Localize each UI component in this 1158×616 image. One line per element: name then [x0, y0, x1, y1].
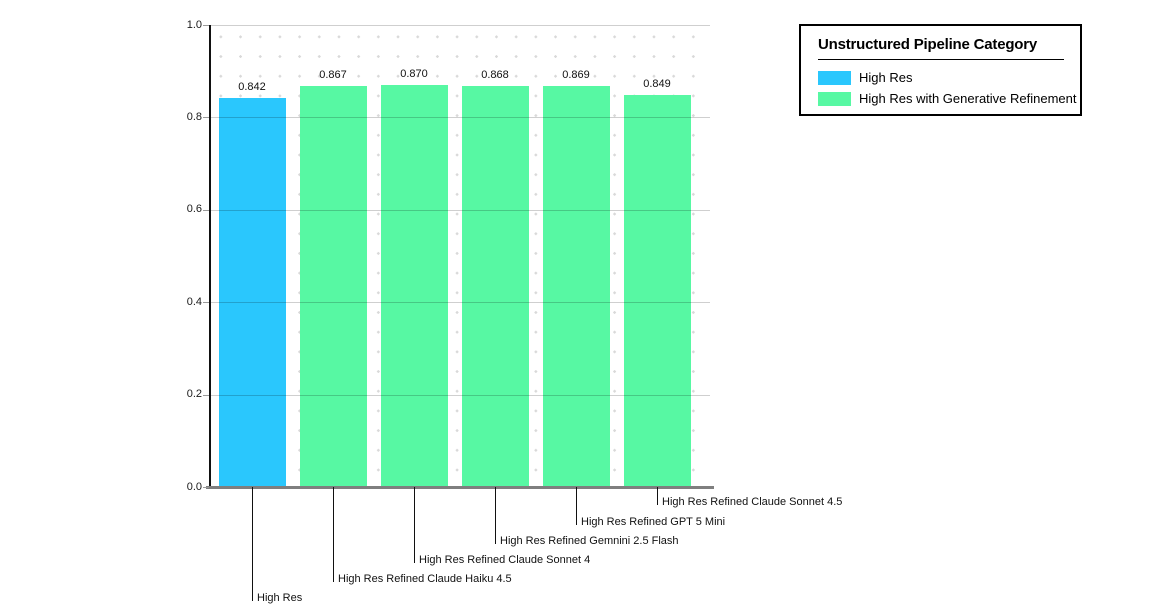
y-tick-mark: [203, 487, 209, 488]
legend-item-0: High Res: [818, 71, 1068, 85]
legend-item-label: High Res with Generative Refinement: [859, 91, 1077, 106]
category-label: High Res Refined Claude Sonnet 4.5: [662, 496, 843, 508]
y-tick-mark: [203, 117, 209, 119]
bar-2: [380, 85, 448, 487]
legend-item-1: High Res with Generative Refinement: [818, 92, 1077, 106]
category-leader-line: [495, 487, 496, 544]
x-axis-line: [206, 485, 714, 489]
category-leader-line: [333, 487, 334, 582]
bar-value-label: 0.849: [643, 77, 671, 90]
y-tick-label: 0.2: [186, 388, 202, 401]
category-label: High Res Refined GPT 5 Mini: [581, 516, 726, 528]
category-leader-line: [414, 487, 415, 563]
y-tick-label: 0.4: [186, 295, 202, 308]
bar-5: [623, 94, 691, 487]
y-tick-label: 0.6: [186, 203, 202, 216]
legend-item-label: High Res: [859, 70, 913, 85]
bar-value-label: 0.870: [400, 68, 428, 81]
y-tick-mark: [203, 209, 209, 211]
y-tick-mark: [203, 25, 209, 26]
category-label: High Res Refined Gemnini 2.5 Flash: [500, 535, 679, 547]
y-axis-line: [209, 25, 211, 487]
category-label: High Res Refined Claude Haiku 4.5: [338, 573, 512, 585]
category-label: High Res Refined Claude Sonnet 4: [419, 554, 591, 566]
bar-1: [299, 86, 367, 487]
category-label: High Res: [257, 592, 303, 604]
y-tick-label: 0.0: [186, 480, 202, 493]
legend-title-underline: [818, 59, 1064, 60]
category-leader-line: [657, 487, 658, 505]
legend-swatch: [818, 71, 851, 85]
legend-swatch: [818, 92, 851, 106]
legend: Unstructured Pipeline Category High Res H…: [799, 24, 1082, 116]
plot-area: 0.842 0.867 0.870 0.868 0.869 0.849: [210, 25, 710, 487]
bars-layer: 0.842 0.867 0.870 0.868 0.869 0.849: [210, 25, 710, 487]
bar-3: [461, 85, 529, 487]
y-tick-mark: [203, 394, 209, 396]
legend-title: Unstructured Pipeline Category: [818, 36, 1038, 53]
bar-value-label: 0.842: [238, 80, 266, 93]
bar-value-label: 0.869: [562, 68, 590, 81]
bar-value-label: 0.867: [319, 69, 347, 82]
bar-0: [218, 98, 286, 487]
bar-value-label: 0.868: [481, 68, 509, 81]
bar-4: [542, 85, 610, 487]
y-tick-label: 0.8: [186, 110, 202, 123]
category-leader-line: [252, 487, 253, 601]
category-leader-line: [576, 487, 577, 525]
y-tick-mark: [203, 302, 209, 304]
y-tick-label: 1.0: [186, 18, 202, 31]
